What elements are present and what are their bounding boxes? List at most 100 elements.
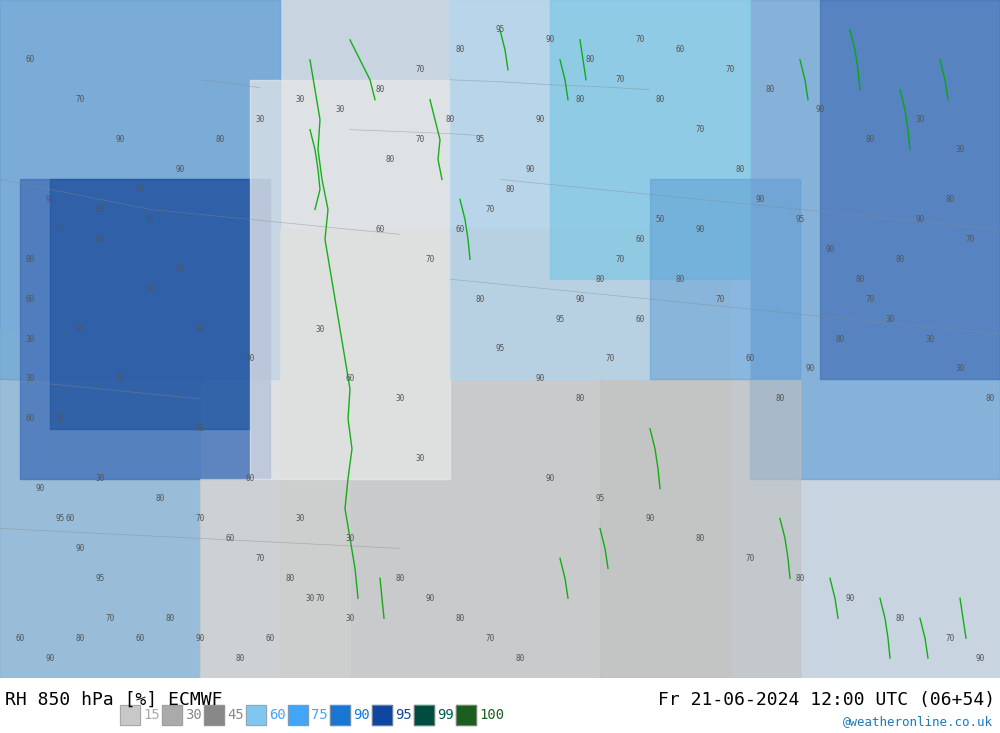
Bar	[0, 0, 280, 379]
Text: 30: 30	[255, 115, 265, 124]
Text: 60: 60	[25, 295, 35, 303]
Text: 80: 80	[135, 185, 145, 194]
Text: 60: 60	[25, 55, 35, 65]
Text: 80: 80	[855, 275, 865, 284]
Text: 80: 80	[475, 295, 485, 303]
Text: 90: 90	[755, 195, 765, 204]
Text: 60: 60	[225, 534, 235, 543]
Bar	[330, 705, 350, 725]
Bar	[20, 180, 270, 479]
Text: 70: 70	[255, 554, 265, 563]
Text: 30: 30	[885, 314, 895, 323]
Text: 95: 95	[395, 708, 412, 722]
Text: 80: 80	[395, 574, 405, 583]
Bar	[750, 0, 1000, 479]
Text: 95: 95	[495, 345, 505, 353]
Bar	[450, 0, 750, 379]
Text: 60: 60	[95, 205, 105, 214]
Bar	[162, 705, 182, 725]
Text: 30: 30	[345, 614, 355, 623]
Text: 80: 80	[385, 155, 395, 164]
Bar	[550, 0, 750, 279]
Text: 90: 90	[353, 708, 370, 722]
Bar	[456, 705, 476, 725]
Text: 60: 60	[269, 708, 286, 722]
Text: 90: 90	[825, 245, 835, 254]
Text: 70: 70	[615, 75, 625, 84]
Text: 95: 95	[475, 135, 485, 144]
Text: 90: 90	[545, 474, 555, 483]
Text: 30: 30	[55, 414, 65, 423]
Text: 90: 90	[115, 135, 125, 144]
Text: 80: 80	[575, 394, 585, 403]
Text: 95: 95	[595, 494, 605, 503]
Text: 80: 80	[945, 195, 955, 204]
Text: 95: 95	[55, 514, 65, 523]
Text: 70: 70	[725, 65, 735, 74]
Text: 80: 80	[695, 534, 705, 543]
Text: 90: 90	[575, 295, 585, 303]
Bar	[162, 705, 182, 725]
Text: 95: 95	[95, 574, 105, 583]
Text: 80: 80	[25, 255, 35, 264]
Text: 80: 80	[455, 45, 465, 54]
Text: 60: 60	[195, 325, 205, 334]
Text: 70: 70	[315, 594, 325, 603]
Text: 70: 70	[945, 633, 955, 643]
Bar	[288, 705, 308, 725]
Text: 70: 70	[425, 255, 435, 264]
Text: 95: 95	[45, 195, 55, 204]
Text: 70: 70	[485, 633, 495, 643]
Text: 80: 80	[595, 275, 605, 284]
Text: 99: 99	[437, 708, 454, 722]
Text: 70: 70	[105, 614, 115, 623]
Bar	[414, 705, 434, 725]
Bar	[650, 180, 800, 379]
Text: 90: 90	[535, 115, 545, 124]
Text: 90: 90	[425, 594, 435, 603]
Text: 30: 30	[245, 355, 255, 364]
Text: 90: 90	[805, 364, 815, 373]
Text: 30: 30	[915, 115, 925, 124]
Text: 80: 80	[985, 394, 995, 403]
Text: 70: 70	[75, 95, 85, 104]
Text: 30: 30	[335, 105, 345, 114]
Bar	[246, 705, 266, 725]
Bar	[456, 705, 476, 725]
Text: 70: 70	[615, 255, 625, 264]
Text: 80: 80	[95, 235, 105, 244]
Text: @weatheronline.co.uk: @weatheronline.co.uk	[843, 715, 993, 728]
Text: 30: 30	[955, 145, 965, 154]
Text: 95: 95	[75, 325, 85, 334]
Text: 80: 80	[445, 115, 455, 124]
Text: 80: 80	[895, 255, 905, 264]
Text: 90: 90	[175, 265, 185, 273]
Text: 60: 60	[25, 414, 35, 423]
Text: 90: 90	[815, 105, 825, 114]
Bar	[246, 705, 266, 725]
Text: 80: 80	[165, 614, 175, 623]
Text: 60: 60	[635, 314, 645, 323]
Text: 90: 90	[195, 633, 205, 643]
Text: 30: 30	[955, 364, 965, 373]
Text: 30: 30	[95, 474, 105, 483]
Text: 90: 90	[975, 654, 985, 663]
Text: 80: 80	[155, 494, 165, 503]
Text: 30: 30	[25, 334, 35, 344]
Text: 15: 15	[143, 708, 160, 722]
Text: 80: 80	[865, 135, 875, 144]
Text: 60: 60	[15, 633, 25, 643]
Text: 70: 70	[115, 375, 125, 383]
Text: 80: 80	[765, 85, 775, 95]
Text: 60: 60	[375, 225, 385, 234]
Bar	[120, 705, 140, 725]
Text: 60: 60	[265, 633, 275, 643]
Text: 70: 70	[635, 35, 645, 45]
Text: 90: 90	[915, 215, 925, 224]
Bar	[288, 705, 308, 725]
Text: 60: 60	[135, 633, 145, 643]
Text: 70: 70	[195, 514, 205, 523]
Bar	[200, 479, 350, 678]
Bar	[600, 379, 800, 678]
Text: 95: 95	[795, 215, 805, 224]
